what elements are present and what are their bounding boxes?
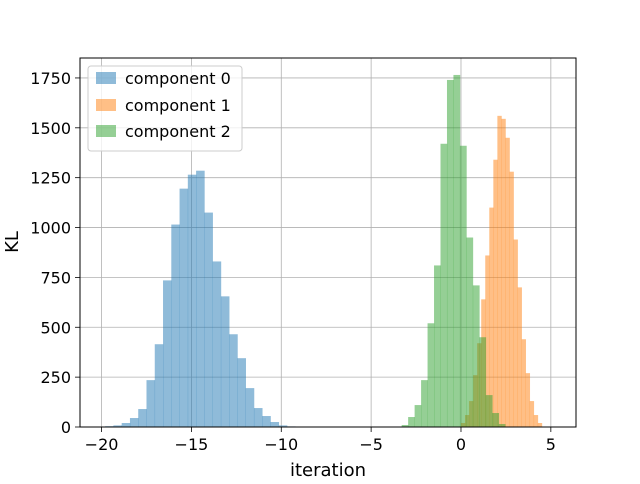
y-tick-label: 750 bbox=[40, 268, 71, 287]
histogram-bar bbox=[262, 416, 271, 427]
histogram-bar bbox=[229, 334, 238, 427]
legend-swatch-component-0 bbox=[96, 72, 116, 84]
histogram-bar bbox=[129, 418, 139, 427]
histogram-bar bbox=[537, 423, 543, 427]
x-tick-label: 0 bbox=[456, 435, 466, 454]
y-tick-label: 1750 bbox=[30, 69, 71, 88]
histogram-bar bbox=[253, 408, 263, 427]
histogram-bar bbox=[401, 425, 409, 427]
legend-item-component-2: component 2 bbox=[96, 122, 231, 141]
y-tick-label: 1250 bbox=[30, 169, 71, 188]
histogram-bar bbox=[138, 409, 147, 427]
x-tick-label: −10 bbox=[264, 435, 298, 454]
histogram-bar bbox=[179, 188, 189, 427]
legend-swatch-component-1 bbox=[96, 99, 116, 111]
x-tick-label: 5 bbox=[546, 435, 556, 454]
histogram-bar bbox=[472, 285, 480, 427]
histogram-bar bbox=[440, 143, 448, 427]
x-tick-label: −5 bbox=[359, 435, 383, 454]
histogram-bar bbox=[146, 380, 156, 427]
axis-ticks: −20 −15 −10 −5 0 5 0 250 500 750 1000 1250 1500 1750 bbox=[30, 69, 556, 454]
histogram-bar bbox=[533, 415, 539, 427]
histogram-bar bbox=[501, 118, 506, 427]
histogram-bar bbox=[489, 207, 494, 427]
histogram-bar bbox=[204, 212, 213, 427]
histogram-bar bbox=[479, 337, 487, 427]
histogram-bar bbox=[509, 171, 514, 427]
y-axis-label: KL bbox=[2, 231, 23, 253]
histogram-bar bbox=[414, 405, 422, 427]
histogram-bar bbox=[171, 224, 180, 427]
histogram-bar bbox=[196, 170, 205, 428]
histogram-bar bbox=[278, 425, 288, 427]
x-tick-label: −15 bbox=[175, 435, 209, 454]
legend-label-component-2: component 2 bbox=[125, 122, 231, 141]
legend-item-component-0: component 0 bbox=[96, 69, 231, 88]
y-tick-label: 1500 bbox=[30, 119, 71, 138]
series-component-2 bbox=[401, 74, 506, 428]
histogram-bar bbox=[113, 425, 122, 427]
y-tick-label: 1000 bbox=[30, 219, 71, 238]
x-axis-label: iteration bbox=[290, 460, 366, 480]
histogram-bar bbox=[237, 358, 246, 427]
histogram-bar bbox=[446, 79, 454, 427]
histogram-bar bbox=[245, 388, 255, 427]
histogram-bar bbox=[485, 255, 490, 427]
histogram-bar bbox=[498, 424, 506, 427]
histogram-bar bbox=[427, 323, 435, 427]
histogram-bar bbox=[497, 115, 502, 427]
histogram-bar bbox=[466, 237, 474, 427]
histogram-bar bbox=[517, 287, 522, 427]
histogram-bars bbox=[105, 74, 543, 428]
plot-frame bbox=[79, 57, 577, 428]
series-component-0 bbox=[105, 170, 296, 428]
histogram-bar bbox=[154, 344, 164, 427]
legend-item-component-1: component 1 bbox=[96, 96, 231, 115]
legend-label-component-1: component 1 bbox=[125, 96, 231, 115]
histogram-bar bbox=[163, 280, 172, 427]
y-tick-label: 500 bbox=[40, 318, 71, 337]
histogram-bar bbox=[121, 423, 131, 427]
histogram-bar bbox=[434, 265, 441, 427]
y-tick-label: 250 bbox=[40, 368, 71, 387]
histogram-bar bbox=[220, 296, 230, 427]
histogram-bar bbox=[505, 137, 510, 427]
histogram-bar bbox=[525, 373, 531, 427]
histogram-bar bbox=[513, 239, 518, 427]
legend-box bbox=[87, 65, 243, 152]
histogram-bar bbox=[212, 261, 222, 427]
x-tick-label: −20 bbox=[85, 435, 119, 454]
histogram-bar bbox=[521, 339, 526, 427]
histogram-bar bbox=[492, 413, 500, 427]
legend-label-component-0: component 0 bbox=[125, 69, 231, 88]
histogram-bar bbox=[493, 159, 498, 428]
histogram-bar bbox=[187, 174, 197, 427]
histogram-bar bbox=[408, 417, 415, 427]
histogram-bar bbox=[459, 145, 467, 428]
legend: component 0 component 1 component 2 bbox=[87, 65, 243, 152]
histogram-bar bbox=[421, 380, 428, 427]
histogram-bar bbox=[270, 422, 280, 427]
histogram-bar bbox=[529, 401, 535, 427]
legend-swatch-component-2 bbox=[96, 125, 116, 137]
histogram-bar bbox=[453, 74, 461, 428]
histogram-bar bbox=[485, 395, 493, 427]
y-tick-label: 0 bbox=[61, 418, 71, 437]
